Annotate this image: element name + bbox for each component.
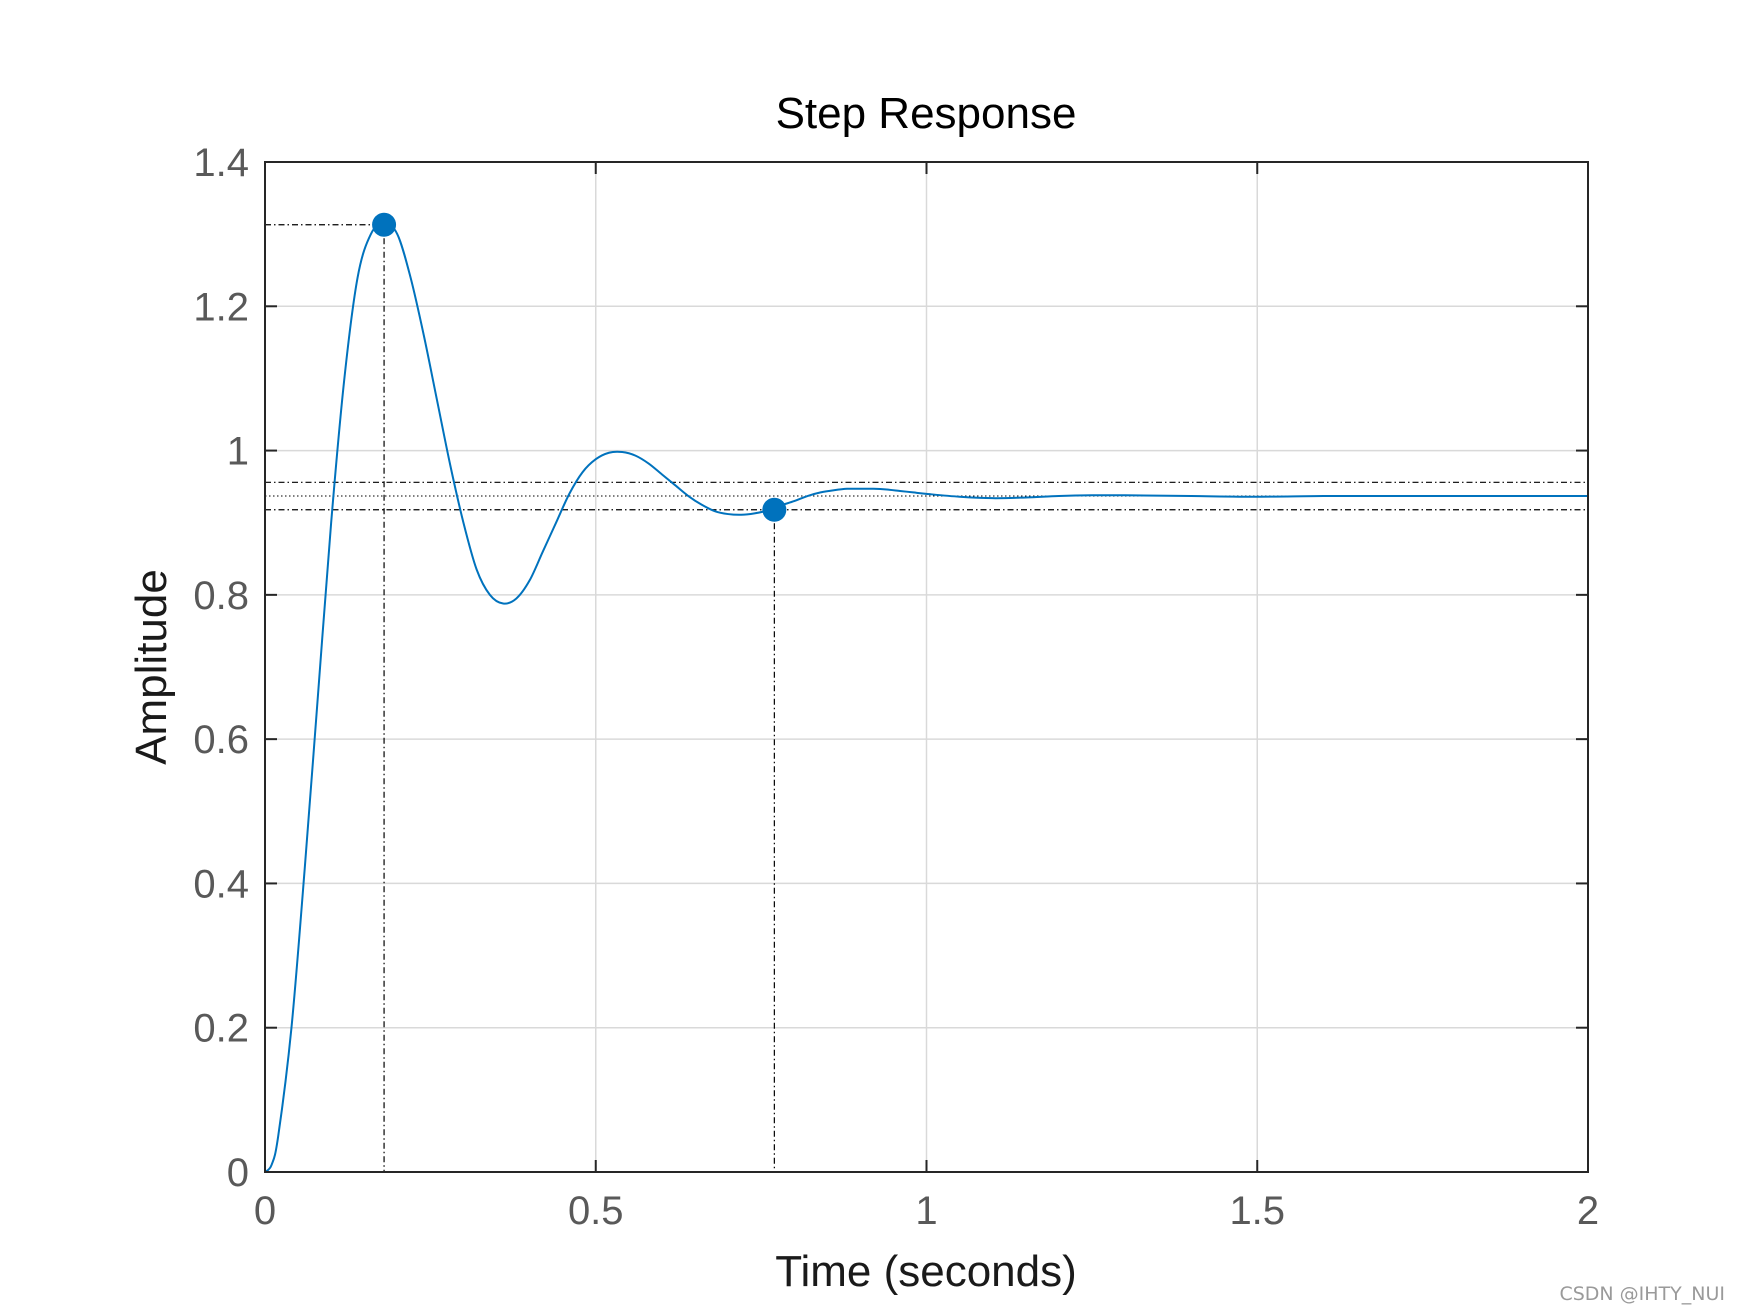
y-tick-label: 0.4 bbox=[193, 862, 249, 906]
tick-layer: 0 0.5 1 1.5 2 0 0.2 0.4 0.6 0.8 1 1.2 1.4 bbox=[193, 141, 1599, 1233]
watermark-text: CSDN @IHTY_NUI bbox=[1559, 1283, 1725, 1305]
settling-marker[interactable] bbox=[762, 497, 787, 522]
y-tick-label: 0.2 bbox=[193, 1007, 249, 1051]
x-tick-label: 0 bbox=[254, 1189, 276, 1233]
series-layer bbox=[264, 222, 1588, 1173]
reference-lines bbox=[265, 224, 1588, 1172]
chart-title: Step Response bbox=[776, 89, 1077, 138]
y-tick-label: 1 bbox=[227, 430, 249, 474]
y-tick-label: 1.4 bbox=[193, 141, 249, 185]
y-tick-label: 0.8 bbox=[193, 574, 249, 618]
x-tick-label: 2 bbox=[1577, 1189, 1599, 1233]
x-tick-label: 0.5 bbox=[568, 1189, 624, 1233]
y-tick-label: 0.6 bbox=[193, 718, 249, 762]
marker-layer bbox=[372, 212, 787, 522]
x-tick-label: 1.5 bbox=[1229, 1189, 1285, 1233]
grid-layer bbox=[264, 161, 1589, 1173]
y-tick-label: 0 bbox=[227, 1151, 249, 1195]
x-tick-label: 1 bbox=[915, 1189, 937, 1233]
y-axis-label: Amplitude bbox=[127, 569, 176, 765]
step-response-line bbox=[264, 222, 1588, 1173]
peak-marker[interactable] bbox=[372, 212, 397, 237]
x-axis-label: Time (seconds) bbox=[775, 1247, 1077, 1296]
y-tick-label: 1.2 bbox=[193, 285, 249, 329]
